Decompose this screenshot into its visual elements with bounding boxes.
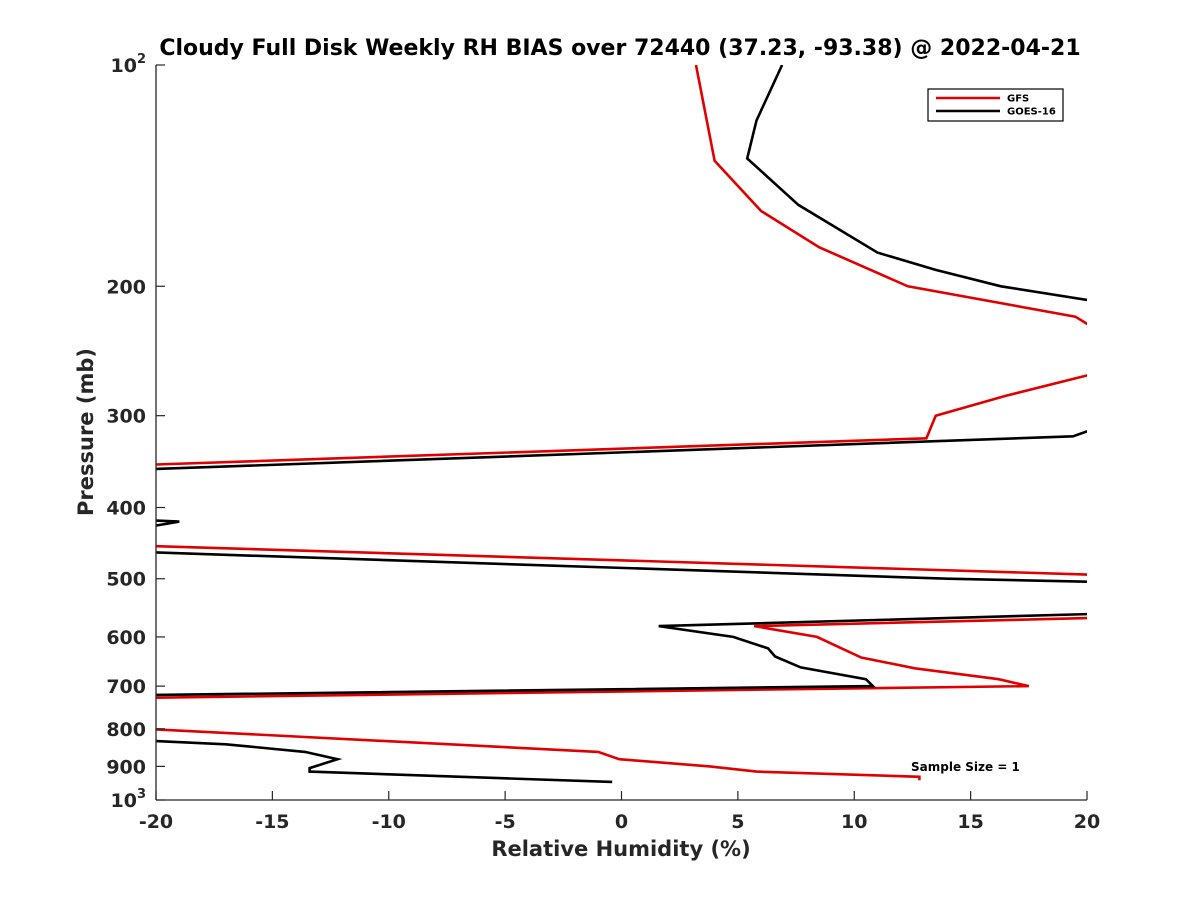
x-axis-label: Relative Humidity (%) [491,837,750,861]
series-layer [156,65,1087,784]
legend-label-goes-16: GOES-16 [1007,107,1056,118]
x-tick-label: -10 [372,811,406,833]
y-tick-label: 700 [106,676,146,698]
y-tick-label: 800 [106,719,146,741]
plot-area [156,65,1087,800]
y-tick-label: 400 [106,498,146,520]
sample-size-annotation: Sample Size = 1 [911,760,1020,774]
x-tick-label: -5 [495,811,516,833]
x-tick-label: -15 [255,811,289,833]
x-tick-label: -20 [139,811,173,833]
x-tick-label: 20 [1074,811,1100,833]
x-tick-label: 10 [841,811,867,833]
y-tick-label: 300 [106,406,146,428]
y-tick-label: 500 [106,569,146,591]
y-axis-label: Pressure (mb) [74,348,98,516]
x-tick-label: 5 [731,811,744,833]
y-tick-label: 200 [106,276,146,298]
series-line-goes-16 [156,65,1087,784]
series-line-gfs [156,65,1087,781]
x-tick-label: 15 [957,811,983,833]
chart-title: Cloudy Full Disk Weekly RH BIAS over 724… [159,36,1080,61]
legend-label-gfs: GFS [1007,94,1029,105]
x-axis-ticks: -20 -15 -10 -5 0 5 10 15 20 [139,791,1100,833]
x-tick-label: 0 [615,811,628,833]
y-tick-label: 900 [106,756,146,778]
legend: GFS GOES-16 [927,88,1064,122]
legend-box [927,88,1064,122]
y-tick-label: 600 [106,627,146,649]
